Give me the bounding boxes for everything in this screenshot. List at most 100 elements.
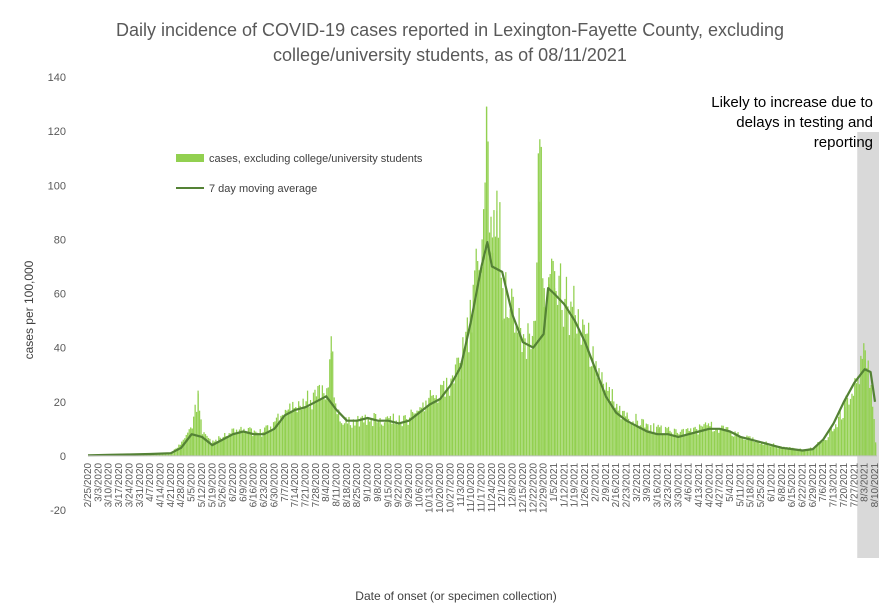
bar-sample: [626, 415, 628, 456]
bar: [385, 417, 387, 456]
legend-label-bar: cases, excluding college/university stud…: [209, 153, 423, 165]
bar: [851, 393, 853, 456]
bar-sample: [616, 407, 618, 456]
bar: [799, 448, 801, 456]
bar: [515, 326, 517, 456]
bar: [306, 390, 309, 456]
bar: [827, 437, 829, 456]
bar-sample: [730, 431, 732, 456]
bar: [676, 432, 679, 456]
x-tick-label: 3/10/2020: [104, 462, 115, 507]
bar: [715, 429, 717, 456]
bar: [309, 399, 312, 456]
bar: [301, 409, 303, 456]
bar: [832, 431, 834, 456]
bar: [466, 317, 468, 456]
bar: [482, 209, 485, 456]
x-tick-label: 5/26/2020: [218, 462, 229, 507]
bar: [704, 422, 707, 456]
bar: [198, 410, 201, 456]
x-tick-label: 6/2/2020: [228, 462, 239, 501]
bar: [497, 237, 500, 456]
bar: [428, 397, 430, 456]
bar: [620, 419, 622, 456]
bar: [873, 419, 875, 456]
x-tick-label: 10/20/2020: [435, 462, 446, 512]
bar-sample: [367, 417, 369, 456]
bar: [228, 433, 230, 456]
bar-sample: [222, 436, 224, 456]
x-tick-label: 6/30/2020: [269, 462, 280, 507]
bar: [184, 438, 186, 456]
bar: [280, 415, 282, 456]
bar: [846, 397, 849, 456]
bar-sample: [740, 436, 742, 456]
bar: [386, 416, 389, 456]
bar: [589, 366, 591, 456]
bar: [588, 322, 590, 456]
bar: [335, 403, 337, 456]
bar: [425, 400, 427, 456]
bar: [545, 315, 547, 456]
bar: [431, 395, 433, 456]
bar-sample: [533, 336, 535, 456]
bar: [505, 272, 507, 456]
bar: [867, 360, 869, 456]
chart-title: Daily incidence of COVID-19 cases report…: [40, 18, 860, 68]
bar: [559, 263, 562, 456]
bar: [633, 423, 636, 456]
bar: [333, 397, 335, 456]
bar-sample: [688, 431, 690, 456]
bar-sample: [647, 426, 649, 456]
bar: [289, 403, 291, 456]
x-tick-label: 4/27/2021: [715, 462, 726, 507]
bar: [203, 432, 205, 456]
bar-sample: [326, 388, 328, 456]
bar-sample: [315, 396, 318, 456]
bar-sample: [346, 423, 349, 456]
bar-sample: [574, 315, 576, 456]
bar: [664, 426, 667, 456]
bar: [173, 449, 176, 456]
bar: [194, 404, 196, 456]
bar: [653, 423, 655, 456]
bar: [551, 258, 553, 456]
bar: [582, 319, 584, 456]
bar: [787, 447, 789, 456]
x-tick-label: 4/14/2020: [155, 462, 166, 507]
x-tick-label: 9/22/2020: [394, 462, 405, 507]
bar: [490, 216, 492, 456]
bar: [684, 435, 686, 456]
bar: [753, 442, 755, 456]
bar: [696, 429, 698, 456]
bar: [176, 447, 179, 456]
bar: [238, 429, 241, 456]
x-tick-label: 11/3/2020: [456, 462, 467, 506]
bar: [568, 335, 571, 456]
bar-sample: [477, 261, 479, 456]
x-tick-label: 10/13/2020: [425, 462, 436, 512]
bar: [451, 375, 454, 456]
bar: [602, 383, 605, 456]
bar: [290, 411, 292, 456]
bar: [404, 415, 406, 456]
bar: [206, 435, 208, 456]
bar: [342, 424, 344, 456]
bar: [839, 409, 841, 456]
bar-sample: [719, 428, 721, 456]
y-tick-label: 40: [54, 343, 66, 355]
bar-sample: [496, 190, 498, 456]
x-tick-label: 6/8/2021: [777, 462, 788, 501]
x-tick-labels: 2/25/2020 3/3/2020 3/10/2020 3/17/2020 3/24/…: [83, 462, 881, 512]
bar: [311, 409, 313, 456]
bar: [627, 418, 630, 456]
bar: [542, 278, 544, 456]
bar: [457, 357, 460, 456]
bar-sample: [792, 447, 794, 456]
bar: [446, 377, 448, 456]
y-tick-label: 0: [60, 451, 66, 463]
bar-sample: [481, 239, 483, 456]
bar-sample: [429, 399, 431, 456]
bar: [190, 427, 192, 456]
bar: [614, 407, 616, 456]
